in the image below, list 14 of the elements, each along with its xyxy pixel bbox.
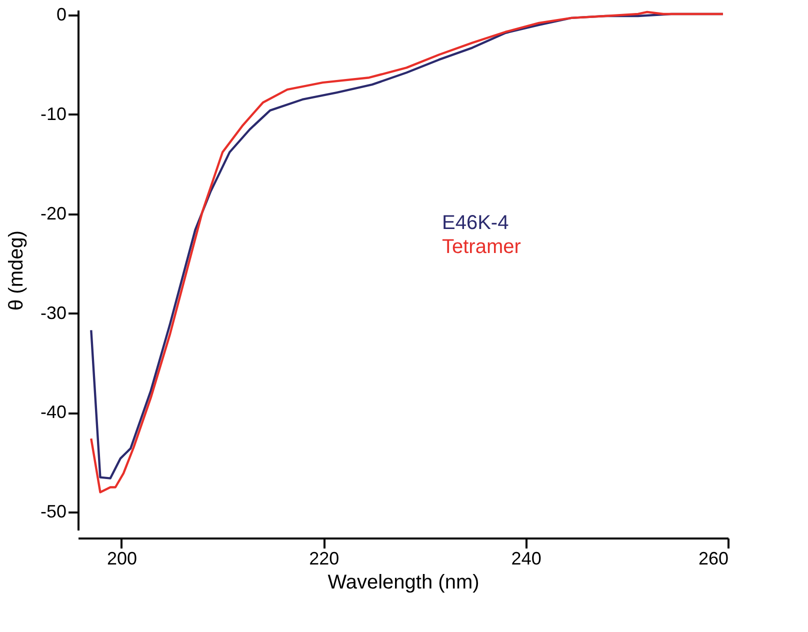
text: E46K-4 <box>442 212 509 234</box>
x-tick-label: 260 <box>698 548 728 568</box>
y-tick-label: -40 <box>40 402 66 422</box>
text: Tetramer <box>442 236 522 258</box>
y-tick-label: 0 <box>56 4 66 24</box>
y-tick-label: -30 <box>40 302 66 323</box>
y-axis-title: θ (mdeg) <box>5 230 28 311</box>
y-tick-label: -10 <box>40 104 66 124</box>
y-tick-label: -20 <box>40 203 66 224</box>
x-tick-label: 240 <box>511 548 542 568</box>
x-axis-title: Wavelength (nm) <box>328 572 480 594</box>
x-tick-label: 200 <box>106 548 137 568</box>
x-tick-label: 220 <box>309 548 340 568</box>
y-tick-label: -50 <box>40 502 66 522</box>
